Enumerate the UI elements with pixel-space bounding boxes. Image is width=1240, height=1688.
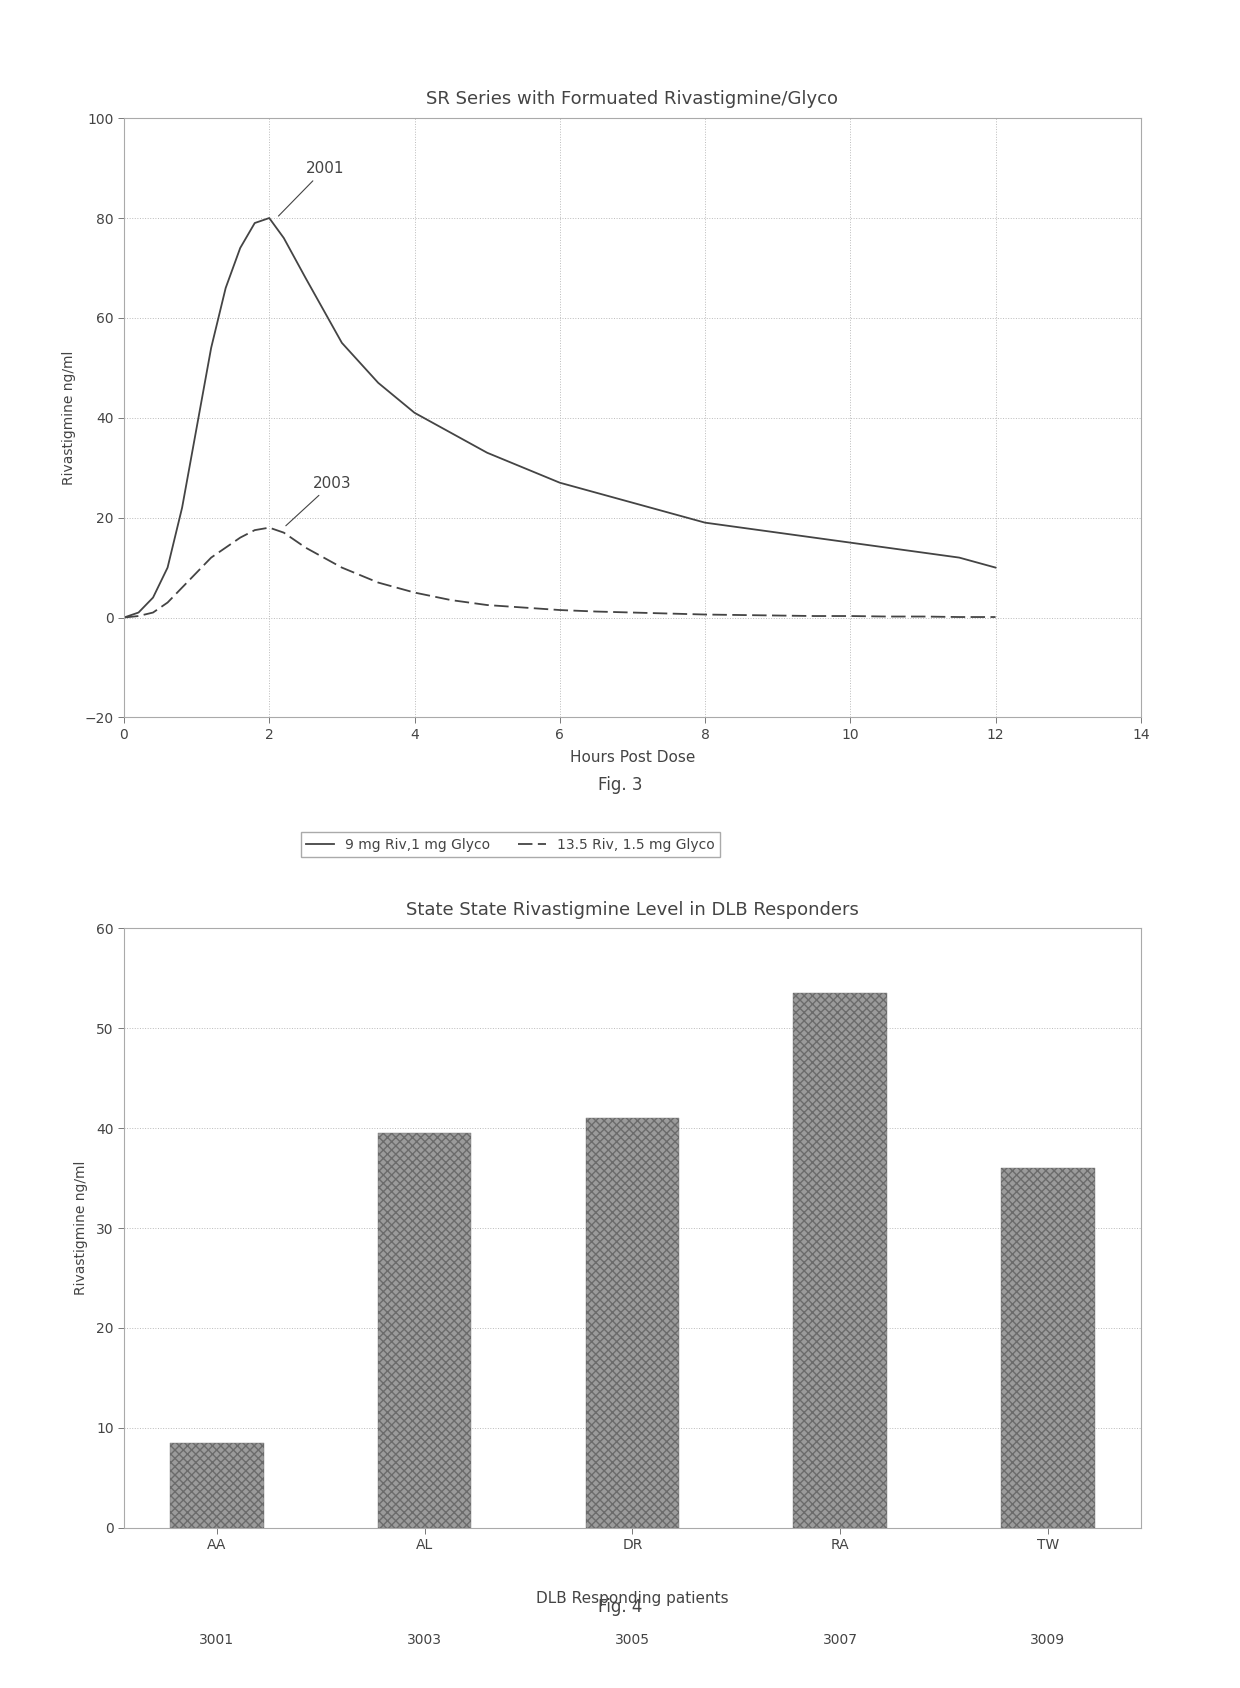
13.5 Riv, 1.5 mg Glyco: [589, 601, 604, 621]
9 mg Riv,1 mg Glyco: [203, 338, 218, 358]
Text: 3005: 3005: [615, 1632, 650, 1646]
9 mg Riv,1 mg Glyco: [160, 557, 175, 577]
9 mg Riv,1 mg Glyco: [145, 587, 160, 608]
Title: SR Series with Formuated Rivastigmine/Glyco: SR Series with Formuated Rivastigmine/Gl…: [427, 89, 838, 108]
9 mg Riv,1 mg Glyco: [131, 603, 146, 623]
Bar: [585, 1117, 680, 1528]
Line: 9 mg Riv,1 mg Glyco: 9 mg Riv,1 mg Glyco: [124, 218, 996, 618]
9 mg Riv,1 mg Glyco: [190, 417, 205, 437]
9 mg Riv,1 mg Glyco: [277, 228, 291, 248]
Bar: [170, 1443, 264, 1528]
9 mg Riv,1 mg Glyco: [589, 483, 604, 503]
13.5 Riv, 1.5 mg Glyco: [952, 608, 967, 628]
13.5 Riv, 1.5 mg Glyco: [190, 562, 205, 582]
9 mg Riv,1 mg Glyco: [698, 513, 713, 533]
9 mg Riv,1 mg Glyco: [175, 498, 190, 518]
9 mg Riv,1 mg Glyco: [298, 268, 312, 289]
X-axis label: DLB Responding patients: DLB Responding patients: [536, 1592, 729, 1605]
13.5 Riv, 1.5 mg Glyco: [843, 606, 858, 626]
Bar: [1001, 1168, 1095, 1528]
13.5 Riv, 1.5 mg Glyco: [516, 598, 531, 618]
13.5 Riv, 1.5 mg Glyco: [806, 606, 821, 626]
9 mg Riv,1 mg Glyco: [516, 457, 531, 478]
13.5 Riv, 1.5 mg Glyco: [444, 589, 459, 609]
Bar: [378, 1133, 471, 1528]
9 mg Riv,1 mg Glyco: [915, 542, 930, 562]
9 mg Riv,1 mg Glyco: [247, 213, 262, 233]
9 mg Riv,1 mg Glyco: [552, 473, 567, 493]
Text: 2003: 2003: [286, 476, 351, 525]
13.5 Riv, 1.5 mg Glyco: [661, 603, 676, 623]
Text: 3009: 3009: [1030, 1632, 1065, 1646]
Legend: 9 mg Riv,1 mg Glyco, 13.5 Riv, 1.5 mg Glyco: 9 mg Riv,1 mg Glyco, 13.5 Riv, 1.5 mg Gl…: [300, 832, 720, 858]
Text: Fig. 3: Fig. 3: [598, 776, 642, 793]
13.5 Riv, 1.5 mg Glyco: [879, 606, 894, 626]
13.5 Riv, 1.5 mg Glyco: [277, 523, 291, 544]
13.5 Riv, 1.5 mg Glyco: [552, 599, 567, 619]
13.5 Riv, 1.5 mg Glyco: [203, 547, 218, 567]
9 mg Riv,1 mg Glyco: [661, 503, 676, 523]
13.5 Riv, 1.5 mg Glyco: [298, 537, 312, 557]
Text: Fig. 4: Fig. 4: [598, 1599, 642, 1615]
13.5 Riv, 1.5 mg Glyco: [145, 603, 160, 623]
Bar: [794, 993, 887, 1528]
Title: State State Rivastigmine Level in DLB Responders: State State Rivastigmine Level in DLB Re…: [405, 900, 859, 918]
13.5 Riv, 1.5 mg Glyco: [160, 592, 175, 613]
X-axis label: Hours Post Dose: Hours Post Dose: [569, 749, 696, 765]
13.5 Riv, 1.5 mg Glyco: [233, 527, 248, 547]
13.5 Riv, 1.5 mg Glyco: [131, 606, 146, 626]
13.5 Riv, 1.5 mg Glyco: [407, 582, 422, 603]
13.5 Riv, 1.5 mg Glyco: [247, 520, 262, 540]
Text: 2001: 2001: [279, 160, 343, 216]
9 mg Riv,1 mg Glyco: [770, 523, 785, 544]
9 mg Riv,1 mg Glyco: [952, 547, 967, 567]
9 mg Riv,1 mg Glyco: [233, 238, 248, 258]
13.5 Riv, 1.5 mg Glyco: [117, 608, 131, 628]
9 mg Riv,1 mg Glyco: [734, 518, 749, 538]
13.5 Riv, 1.5 mg Glyco: [371, 572, 386, 592]
9 mg Riv,1 mg Glyco: [371, 373, 386, 393]
13.5 Riv, 1.5 mg Glyco: [480, 594, 495, 614]
Text: 3001: 3001: [200, 1632, 234, 1646]
13.5 Riv, 1.5 mg Glyco: [698, 604, 713, 625]
9 mg Riv,1 mg Glyco: [843, 532, 858, 552]
9 mg Riv,1 mg Glyco: [407, 403, 422, 424]
9 mg Riv,1 mg Glyco: [444, 422, 459, 442]
Y-axis label: Rivastigmine ng/ml: Rivastigmine ng/ml: [73, 1161, 88, 1295]
13.5 Riv, 1.5 mg Glyco: [988, 608, 1003, 628]
9 mg Riv,1 mg Glyco: [806, 527, 821, 547]
Text: 3007: 3007: [822, 1632, 858, 1646]
13.5 Riv, 1.5 mg Glyco: [218, 537, 233, 557]
9 mg Riv,1 mg Glyco: [625, 493, 640, 513]
9 mg Riv,1 mg Glyco: [262, 208, 277, 228]
9 mg Riv,1 mg Glyco: [335, 333, 350, 353]
9 mg Riv,1 mg Glyco: [218, 279, 233, 299]
9 mg Riv,1 mg Glyco: [879, 537, 894, 557]
9 mg Riv,1 mg Glyco: [480, 442, 495, 463]
9 mg Riv,1 mg Glyco: [988, 557, 1003, 577]
13.5 Riv, 1.5 mg Glyco: [335, 557, 350, 577]
9 mg Riv,1 mg Glyco: [117, 608, 131, 628]
13.5 Riv, 1.5 mg Glyco: [734, 604, 749, 625]
Y-axis label: Rivastigmine ng/ml: Rivastigmine ng/ml: [62, 351, 76, 484]
13.5 Riv, 1.5 mg Glyco: [175, 577, 190, 598]
Line: 13.5 Riv, 1.5 mg Glyco: 13.5 Riv, 1.5 mg Glyco: [124, 528, 996, 618]
13.5 Riv, 1.5 mg Glyco: [915, 606, 930, 626]
13.5 Riv, 1.5 mg Glyco: [625, 603, 640, 623]
13.5 Riv, 1.5 mg Glyco: [262, 518, 277, 538]
Text: 3003: 3003: [407, 1632, 443, 1646]
13.5 Riv, 1.5 mg Glyco: [770, 606, 785, 626]
